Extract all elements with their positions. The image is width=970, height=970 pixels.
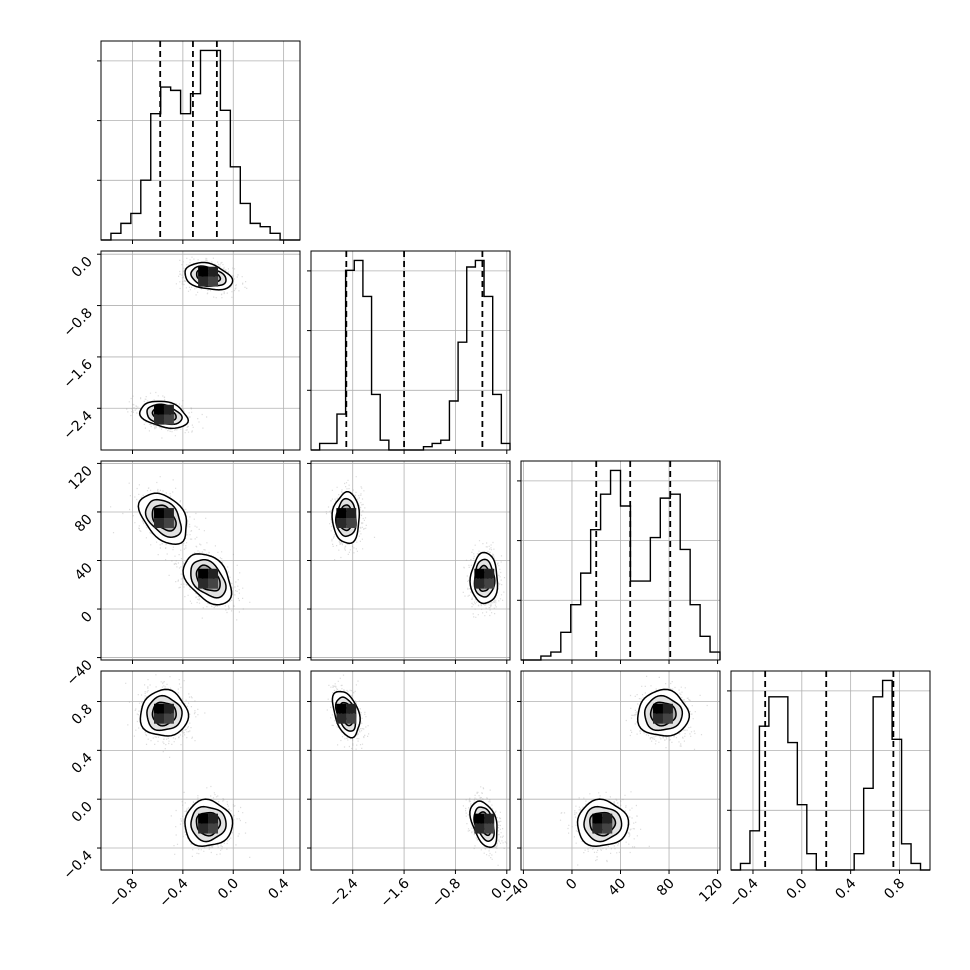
x-tick-label-2-2: 40	[605, 876, 629, 900]
x-tick-label-2-3: 80	[654, 876, 678, 900]
y-tick-label-2-2: 40	[72, 560, 96, 584]
histogram-line-3	[731, 679, 930, 871]
x-tick-label-1-0: −2.4	[326, 875, 361, 910]
y-tick-label-3-2: 0.4	[69, 750, 96, 777]
scatter-panel-3-0	[97, 670, 301, 874]
x-tick-label-3-3: 0.8	[881, 876, 908, 903]
y-tick-label-2-4: 120	[66, 463, 96, 493]
y-tick-label-2-1: 0	[78, 609, 96, 627]
x-tick-label-3-0: −0.4	[726, 875, 761, 910]
y-tick-label-3-1: 0.0	[69, 799, 96, 826]
x-tick-label-3-2: 0.4	[832, 875, 859, 902]
histogram-panel-3	[727, 670, 931, 874]
scatter-panel-3-1	[307, 670, 511, 874]
histogram-line-2	[521, 469, 721, 661]
histogram-panel-2	[517, 460, 721, 664]
scatter-panel-3-2	[517, 670, 721, 874]
y-tick-label-3-0: −0.4	[60, 847, 95, 882]
scatter-panel-1-0	[97, 250, 301, 454]
x-tick-label-3-1: 0.0	[784, 876, 811, 903]
y-tick-label-1-3: 0.0	[69, 254, 96, 281]
x-tick-label-1-2: −0.8	[429, 876, 464, 911]
histogram-panel-0	[97, 40, 301, 244]
histogram-line-0	[101, 49, 300, 241]
y-tick-label-1-0: −2.4	[60, 408, 95, 443]
x-tick-label-2-4: 120	[696, 876, 726, 906]
y-tick-label-2-3: 80	[72, 511, 96, 535]
x-tick-label-0-2: 0.0	[215, 876, 242, 903]
scatter-panel-2-0	[97, 460, 301, 664]
y-tick-label-3-3: 0.8	[69, 701, 96, 728]
scatter-panel-2-1	[307, 460, 511, 664]
x-tick-label-0-3: 0.4	[265, 875, 292, 902]
histogram-panel-1	[307, 250, 511, 454]
y-tick-label-1-2: −0.8	[60, 305, 95, 340]
y-tick-label-1-1: −1.6	[60, 356, 95, 391]
histogram-line-1	[311, 259, 511, 451]
y-tick-label-2-0: −40	[64, 657, 96, 689]
x-tick-label-1-1: −1.6	[378, 875, 413, 910]
x-tick-label-2-1: 0	[563, 876, 581, 894]
x-tick-label-0-1: −0.4	[156, 875, 191, 910]
x-tick-label-0-0: −0.8	[106, 876, 141, 911]
